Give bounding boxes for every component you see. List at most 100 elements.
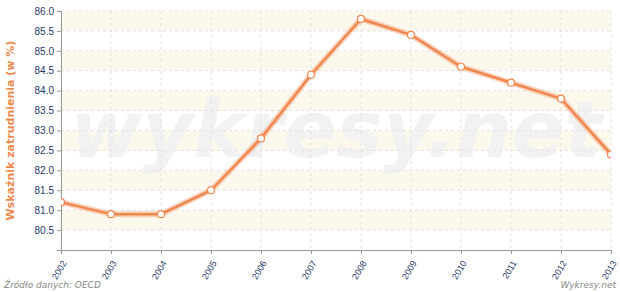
marker: [208, 187, 215, 194]
grid-line: [361, 11, 362, 250]
x-tick-mark: [561, 250, 562, 254]
y-tick-label: 82.0: [35, 165, 55, 176]
grid-line: [61, 110, 611, 111]
y-tick-mark: [57, 190, 61, 191]
y-tick: 82.5: [35, 145, 61, 156]
x-tick: 2004: [150, 250, 169, 281]
grid-line: [511, 11, 512, 250]
grid-line: [61, 210, 611, 211]
x-tick-mark: [411, 250, 412, 254]
y-tick-label: 83.0: [35, 125, 55, 136]
marker: [308, 71, 315, 78]
x-tick: 2010: [450, 250, 469, 281]
y-axis-line: [57, 12, 62, 251]
x-tick-label: 2004: [150, 259, 169, 281]
grid-line: [61, 230, 611, 231]
plot-background: [61, 11, 611, 250]
x-tick: 2006: [250, 250, 269, 281]
series: [61, 15, 611, 217]
source: Źródło danych: OECD: [3, 279, 101, 290]
marker: [158, 211, 165, 218]
y-tick-label: 84.0: [35, 85, 55, 96]
y-tick-label: 86.0: [35, 6, 55, 17]
y-tick-mark: [57, 230, 61, 231]
marker: [358, 15, 365, 22]
y-tick: 81.0: [35, 205, 61, 216]
grid-line: [61, 30, 611, 31]
y-tick-mark: [57, 51, 61, 52]
x-tick-mark: [161, 250, 162, 254]
y-tick-label: 83.5: [35, 105, 55, 116]
credit: Wykresy.net: [560, 280, 616, 290]
grid-line: [61, 70, 611, 71]
x-tick: 2003: [100, 250, 119, 281]
x-tick-label: 2009: [400, 259, 419, 281]
x-tick-mark: [611, 250, 612, 254]
x-tick-label: 2005: [200, 259, 219, 281]
x-tick-label: 2003: [100, 259, 119, 281]
y-tick-label: 82.5: [35, 145, 55, 156]
x-tick: 2013: [600, 250, 619, 281]
x-axis-line: [62, 251, 612, 255]
y-tick-mark: [57, 150, 61, 151]
x-tick-label: 2007: [300, 259, 319, 281]
band: [61, 230, 611, 250]
y-axis-title: Wskaźnik zatrudnienia (w %): [4, 41, 17, 221]
y-tick: 83.5: [35, 105, 61, 116]
x-tick: 2011: [500, 250, 518, 281]
x-tick: 2008: [350, 250, 369, 281]
y-tick: 86.0: [35, 6, 61, 17]
x-tick-mark: [61, 250, 62, 254]
x-tick: 2002: [50, 250, 69, 281]
y-tick-mark: [57, 71, 61, 72]
x-tick: 2012: [550, 250, 569, 281]
grid-line: [411, 11, 412, 250]
grid-line: [261, 11, 262, 250]
x-tick-mark: [211, 250, 212, 254]
grid-line: [61, 130, 611, 131]
watermark: wykresy.net: [70, 85, 604, 175]
y-tick: 80.5: [35, 225, 61, 236]
marker: [108, 211, 115, 218]
band: [61, 51, 611, 71]
x-tick: 2005: [200, 250, 219, 281]
x-tick-mark: [361, 250, 362, 254]
x-tick-mark: [311, 250, 312, 254]
grid-line: [561, 11, 562, 250]
marker: [508, 79, 515, 86]
x-tick-label: 2012: [550, 259, 569, 281]
x-tick-label: 2002: [50, 259, 69, 281]
x-tick-label: 2010: [450, 259, 469, 281]
grid-line: [61, 190, 611, 191]
y-tick-label: 80.5: [35, 225, 55, 236]
marker: [258, 135, 265, 142]
y-tick: 85.0: [35, 46, 61, 57]
chart: wykresy.net80.581.081.582.082.583.083.58…: [0, 0, 620, 292]
marker: [608, 151, 612, 158]
y-tick-mark: [57, 111, 61, 112]
band: [61, 11, 611, 31]
x-tick: 2009: [400, 250, 419, 281]
grid-line: [211, 11, 212, 250]
y-tick: 84.0: [35, 85, 61, 96]
y-tick: 82.0: [35, 165, 61, 176]
band: [61, 190, 611, 210]
grid-line: [61, 170, 611, 171]
grid-line: [61, 150, 611, 151]
line-halo: [61, 19, 611, 214]
y-tick-mark: [57, 131, 61, 132]
marker: [458, 63, 465, 70]
marker: [408, 31, 415, 38]
x-tick-mark: [261, 250, 262, 254]
y-axis: 80.581.081.582.082.583.083.584.084.585.0…: [35, 6, 62, 251]
x-tick-mark: [461, 250, 462, 254]
y-tick-label: 84.5: [35, 65, 55, 76]
y-tick-mark: [57, 210, 61, 211]
y-tick-label: 85.5: [35, 26, 55, 37]
x-tick: 2007: [300, 250, 319, 281]
grid-line: [61, 11, 611, 12]
y-tick-mark: [57, 31, 61, 32]
grid-line: [461, 11, 462, 250]
y-tick-label: 85.0: [35, 46, 55, 57]
y-tick-mark: [57, 91, 61, 92]
